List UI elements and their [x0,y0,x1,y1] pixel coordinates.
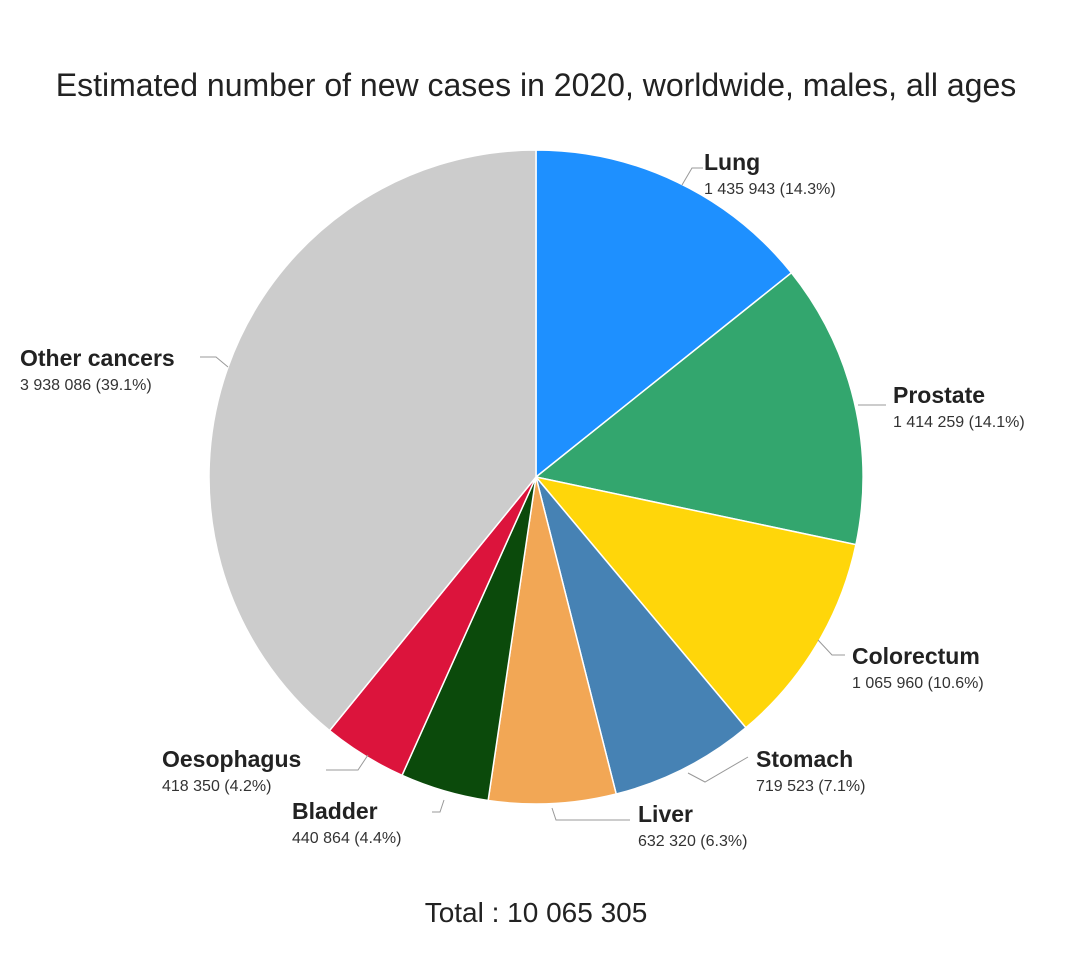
chart-title: Estimated number of new cases in 2020, w… [56,67,1016,103]
slice-value-prostate: 1 414 259 (14.1%) [893,414,1025,431]
slice-value-bladder: 440 864 (4.4%) [292,830,401,847]
leader-line-other-cancers [200,357,228,367]
slice-label-stomach: Stomach [756,746,853,772]
slice-value-oesophagus: 418 350 (4.2%) [162,778,271,795]
slice-label-lung: Lung [704,149,760,175]
leader-line-lung [682,168,703,185]
slice-value-other-cancers: 3 938 086 (39.1%) [20,377,152,394]
leader-line-colorectum [818,640,845,655]
slice-label-colorectum: Colorectum [852,643,980,669]
slice-value-stomach: 719 523 (7.1%) [756,778,865,795]
slice-label-bladder: Bladder [292,798,378,824]
pie-chart: Estimated number of new cases in 2020, w… [0,0,1088,954]
slice-label-other-cancers: Other cancers [20,345,175,371]
slice-value-colorectum: 1 065 960 (10.6%) [852,675,984,692]
leader-line-bladder [432,800,444,812]
pie-slices [209,150,863,804]
slice-value-lung: 1 435 943 (14.3%) [704,181,836,198]
leader-line-oesophagus [326,755,368,770]
slice-label-prostate: Prostate [893,382,985,408]
total-label: Total : 10 065 305 [425,897,648,928]
slice-label-liver: Liver [638,801,693,827]
leader-line-liver [552,808,630,820]
slice-value-liver: 632 320 (6.3%) [638,833,747,850]
slice-label-oesophagus: Oesophagus [162,746,301,772]
